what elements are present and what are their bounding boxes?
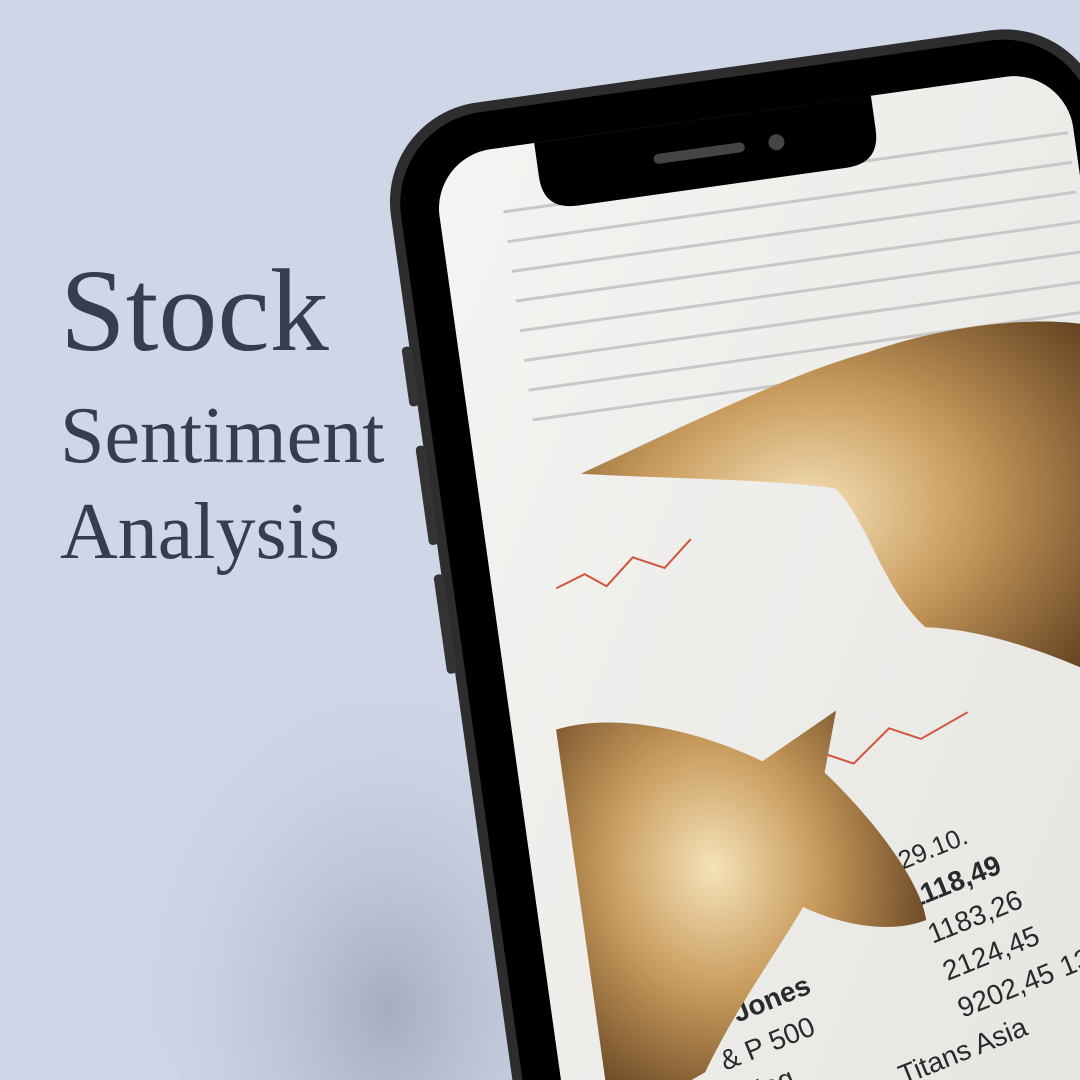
title-line: Sentiment bbox=[60, 392, 384, 480]
phone: 29.10. 11118,49 1183,26 2124,45 9202,45 … bbox=[389, 29, 1080, 1080]
camera bbox=[768, 134, 785, 151]
side-button bbox=[415, 445, 439, 545]
small-bull bbox=[556, 710, 927, 1080]
title-line: Stock bbox=[60, 245, 329, 376]
big-bull bbox=[580, 321, 1080, 706]
title-line: Analysis bbox=[60, 488, 340, 576]
side-button bbox=[433, 574, 457, 674]
speaker bbox=[653, 142, 745, 164]
side-button bbox=[401, 346, 420, 407]
mini-chart bbox=[555, 538, 692, 590]
screen: 29.10. 11118,49 1183,26 2124,45 9202,45 … bbox=[431, 68, 1080, 1080]
